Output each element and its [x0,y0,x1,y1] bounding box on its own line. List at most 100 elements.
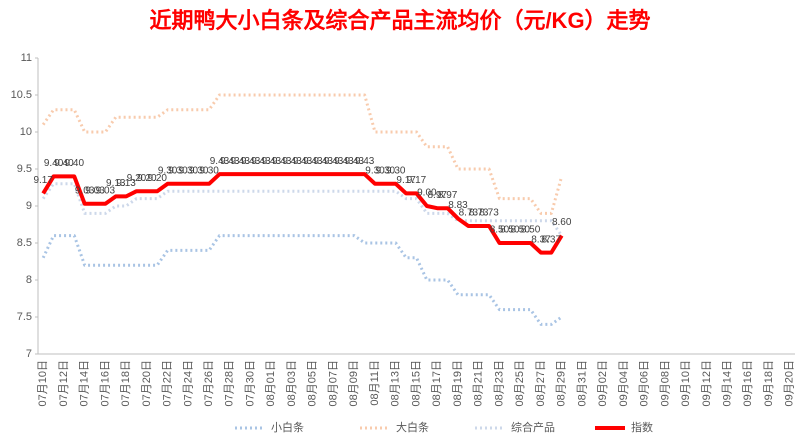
data-label: 9.43 [230,156,250,167]
x-tick-label: 08月21日 [473,360,485,406]
series-line [41,234,563,326]
x-tick-label: 08月01日 [265,360,277,406]
data-label: 8.60 [552,217,572,228]
x-tick-label: 07月24日 [182,360,194,406]
x-tick-label: 09月12日 [701,360,713,406]
data-label: 9.17 [396,175,416,186]
data-label: 8.37 [531,234,551,245]
legend-label: 综合产品 [511,420,555,434]
y-tick-label: 8 [26,274,32,286]
x-tick-label: 07月26日 [203,360,215,406]
legend-label: 小白条 [271,420,304,434]
data-label: 9.43 [210,156,230,167]
legend-label: 指数 [631,420,653,434]
series-line [41,172,564,255]
x-tick-label: 09月04日 [618,360,630,406]
x-tick-label: 09月16日 [742,360,754,406]
data-label: 9.43 [334,156,354,167]
x-tick-label: 09月08日 [659,360,671,406]
data-label: 9.13 [116,178,136,189]
series-line [41,182,563,237]
data-label: 9.43 [251,156,271,167]
x-tick-label: 08月19日 [452,360,464,406]
x-tick-label: 07月20日 [141,360,153,406]
legend-label: 大白条 [396,420,429,434]
x-tick-label: 09月06日 [639,360,651,406]
data-label: 9.43 [282,156,302,167]
x-tick-label: 08月09日 [348,360,360,406]
x-tick-label: 08月11日 [369,360,381,406]
data-label: 9.43 [293,156,313,167]
x-tick-label: 07月10日 [37,360,49,406]
x-tick-label: 08月27日 [535,360,547,406]
chart-title: 近期鸭大小白条及综合产品主流均价（元/KG）走势 [149,8,650,33]
data-label: 9.30 [189,165,209,176]
data-label: 9.20 [137,173,157,184]
x-tick-label: 08月25日 [514,360,526,406]
x-tick-label: 08月31日 [576,360,588,406]
y-tick-label: 9 [26,200,32,212]
data-label: 9.43 [272,156,292,167]
data-label: 9.30 [199,165,219,176]
data-label: 8.97 [428,190,448,201]
data-label: 9.20 [127,173,147,184]
data-label: 9.43 [355,156,375,167]
x-tick-label: 08月13日 [390,360,402,406]
data-label: 9.03 [96,185,116,196]
x-tick-label: 09月10日 [680,360,692,406]
x-tick-label: 09月20日 [784,360,796,406]
data-label: 9.30 [168,165,188,176]
data-label: 9.30 [386,165,406,176]
x-tick-label: 08月03日 [286,360,298,406]
series-line [41,93,564,215]
data-label: 9.30 [158,165,178,176]
y-tick-label: 8.5 [17,237,32,249]
x-tick-label: 09月18日 [763,360,775,406]
data-label: 9.43 [220,156,240,167]
data-label: 9.43 [262,156,282,167]
x-tick-label: 07月30日 [244,360,256,406]
data-label: 9.43 [241,156,261,167]
data-label: 9.40 [54,158,74,169]
data-label: 9.30 [376,165,396,176]
data-label: 9.03 [75,185,95,196]
data-label: 8.73 [459,208,479,219]
data-label: 9.17 [407,175,427,186]
x-tick-label: 07月22日 [162,360,174,406]
y-tick-label: 10.5 [11,89,32,101]
y-tick-label: 10 [20,126,32,138]
data-label: 9.03 [85,185,105,196]
x-tick-label: 08月29日 [556,360,568,406]
data-label: 9.13 [106,178,126,189]
data-label: 8.50 [500,225,520,236]
data-label: 8.50 [510,225,530,236]
data-label: 8.50 [490,225,510,236]
data-label: 9.43 [324,156,344,167]
data-label: 8.97 [438,190,458,201]
x-tick-label: 07月14日 [79,360,91,406]
data-label: 9.43 [303,156,323,167]
x-tick-label: 08月15日 [410,360,422,406]
data-label: 9.43 [313,156,333,167]
x-tick-label: 07月16日 [99,360,111,406]
data-label: 9.30 [179,165,199,176]
data-label: 9.17 [33,175,53,186]
data-label: 8.83 [448,200,468,211]
x-tick-label: 09月02日 [597,360,609,406]
x-tick-label: 08月23日 [493,360,505,406]
data-label: 9.30 [365,165,385,176]
y-tick-label: 11 [21,52,32,64]
x-tick-label: 07月12日 [58,360,70,406]
data-label: 9.40 [44,158,64,169]
data-label: 9.00 [417,188,437,199]
y-tick-label: 7 [26,348,32,360]
y-tick-label: 7.5 [17,311,32,323]
data-label: 9.20 [148,173,168,184]
x-tick-label: 07月18日 [120,360,132,406]
data-label: 8.73 [469,208,489,219]
x-tick-label: 09月14日 [722,360,734,406]
x-tick-label: 07月28日 [224,360,236,406]
data-label: 8.73 [479,208,499,219]
